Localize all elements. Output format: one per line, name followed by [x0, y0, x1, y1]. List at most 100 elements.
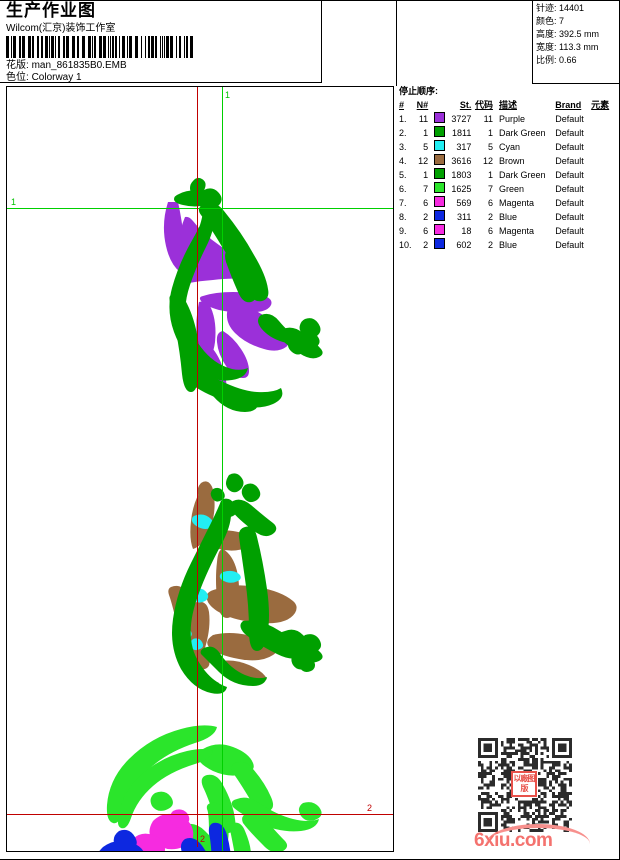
barcode-bar [37, 36, 39, 58]
cell-brand: Default [555, 197, 584, 208]
colorway-value: Colorway 1 [31, 72, 82, 83]
cell-brand: Default [555, 225, 584, 236]
info-row-value: 0.66 [559, 55, 577, 65]
color-table-body: 1. 11 3727 11 Purple Default 2. 1 1811 1 Dark Gree… [399, 112, 612, 252]
cell-brand: Default [555, 211, 584, 222]
table-row[interactable]: 4. 12 3616 12 Brown Default [399, 154, 612, 168]
table-row[interactable]: 6. 7 1625 7 Green Default [399, 182, 612, 196]
cell-index: 4. [399, 155, 407, 166]
design-info-panel: 针迹: 14401 颜色: 7 高度: 392.5 mm 宽度: 113.3 mm 比例… [532, 0, 620, 84]
barcode-bar [51, 36, 54, 58]
table-row[interactable]: 10. 2 602 2 Blue Default [399, 238, 612, 252]
color-swatch-icon [433, 112, 445, 123]
info-row-label: 宽度: [536, 42, 560, 52]
cell-code: 6 [487, 225, 493, 236]
cell-index: 8. [399, 211, 407, 222]
cell-description: Blue [498, 211, 517, 222]
cell-index: 1. [399, 113, 407, 124]
col-header-brand: Brand [555, 99, 582, 110]
cell-stitches: 1811 [452, 127, 472, 138]
cell-element [591, 210, 612, 224]
info-row-value: 7 [559, 16, 565, 26]
cell-brand: Default [555, 169, 584, 180]
cell-element [591, 168, 612, 182]
barcode-bar [49, 36, 50, 58]
qr-code[interactable]: 以廠图版 [478, 738, 572, 832]
barcode-bar [58, 36, 60, 58]
info-row-1: 颜色: 7 [536, 15, 620, 28]
cell-element [591, 182, 612, 196]
cell-code: 2 [487, 239, 493, 250]
barcode-bar [184, 36, 185, 58]
guide-horizontal-green-1-label: 1 [11, 197, 17, 207]
barcode-bar [94, 36, 96, 58]
color-swatch-icon [433, 210, 445, 221]
cell-color-swatch [430, 182, 447, 196]
barcode-bar [115, 36, 117, 58]
cell-needle: 2 [423, 211, 429, 222]
barcode-bar [11, 36, 12, 58]
cell-brand: Default [555, 155, 584, 166]
cell-stitches: 1803 [451, 169, 472, 180]
colorway-row: 色位: Colorway 1 [6, 72, 82, 84]
barcode-bar [179, 36, 181, 58]
barcode-bar [141, 36, 142, 58]
cell-brand: Default [555, 239, 584, 250]
table-row[interactable]: 2. 1 1811 1 Dark Green Default [399, 126, 612, 140]
barcode-bar [119, 36, 120, 58]
barcode-bar [186, 36, 188, 58]
cell-description: Magenta [498, 197, 534, 208]
cell-element [591, 154, 612, 168]
stitch-artwork [99, 177, 323, 851]
page-title: 生产作业图 [6, 1, 96, 20]
motif-top [163, 177, 323, 412]
stop-sequence-table-block: 停止顺序: # N# St. 代码 描述 Brand 元素 1. 11 3727 11… [399, 85, 614, 252]
barcode-bar [13, 36, 16, 58]
barcode-bar [122, 36, 125, 58]
col-header-description: 描述 [498, 100, 517, 110]
color-swatch-icon [433, 224, 445, 235]
barcode-bar [6, 36, 9, 58]
table-row[interactable]: 7. 6 569 6 Magenta Default [399, 196, 612, 210]
barcode [6, 36, 196, 58]
info-row-value: 113.3 mm [559, 42, 599, 52]
cell-color-swatch [430, 196, 447, 210]
table-row[interactable]: 8. 2 311 2 Blue Default [399, 210, 612, 224]
col-header-needle: N# [416, 99, 429, 110]
color-swatch-icon [433, 126, 445, 137]
cell-color-swatch [430, 112, 447, 126]
cell-code: 12 [482, 155, 493, 166]
barcode-bar [45, 36, 48, 58]
cell-description: Cyan [498, 141, 520, 152]
cell-stitches: 602 [456, 239, 472, 250]
cell-code: 6 [487, 197, 493, 208]
cell-color-swatch [430, 168, 447, 182]
cell-index: 6. [399, 183, 407, 194]
barcode-bar [32, 36, 34, 58]
cell-element [591, 126, 612, 140]
page-top-rule [0, 0, 620, 1]
cell-description: Purple [498, 113, 525, 124]
cell-element [591, 224, 612, 238]
info-row-value: 14401 [559, 3, 585, 13]
cell-brand: Default [555, 141, 584, 152]
design-file-row: 花版: man_861835B0.EMB [6, 60, 127, 72]
table-row[interactable]: 5. 1 1803 1 Dark Green Default [399, 168, 612, 182]
cell-description: Magenta [498, 225, 534, 236]
cell-index: 3. [399, 141, 407, 152]
guide-vertical-red-2-label: 2 [200, 834, 206, 844]
table-row[interactable]: 9. 6 18 6 Magenta Default [399, 224, 612, 238]
cell-code: 11 [483, 113, 493, 124]
color-swatch-icon [433, 238, 445, 249]
header-panel-divider [396, 0, 397, 86]
cell-color-swatch [430, 154, 447, 168]
barcode-bar [176, 36, 177, 58]
table-row[interactable]: 1. 11 3727 11 Purple Default [399, 112, 612, 126]
color-swatch-icon [433, 154, 445, 165]
barcode-bar [88, 36, 91, 58]
design-canvas[interactable]: 1 1 2 2 [6, 86, 394, 852]
header-block: 生产作业图 Wilcom(汇京)装饰工作室 花版: man_861835B0.E… [0, 0, 322, 83]
cell-needle: 6 [423, 197, 429, 208]
table-row[interactable]: 3. 5 317 5 Cyan Default [399, 140, 612, 154]
cell-needle: 1 [423, 169, 429, 180]
